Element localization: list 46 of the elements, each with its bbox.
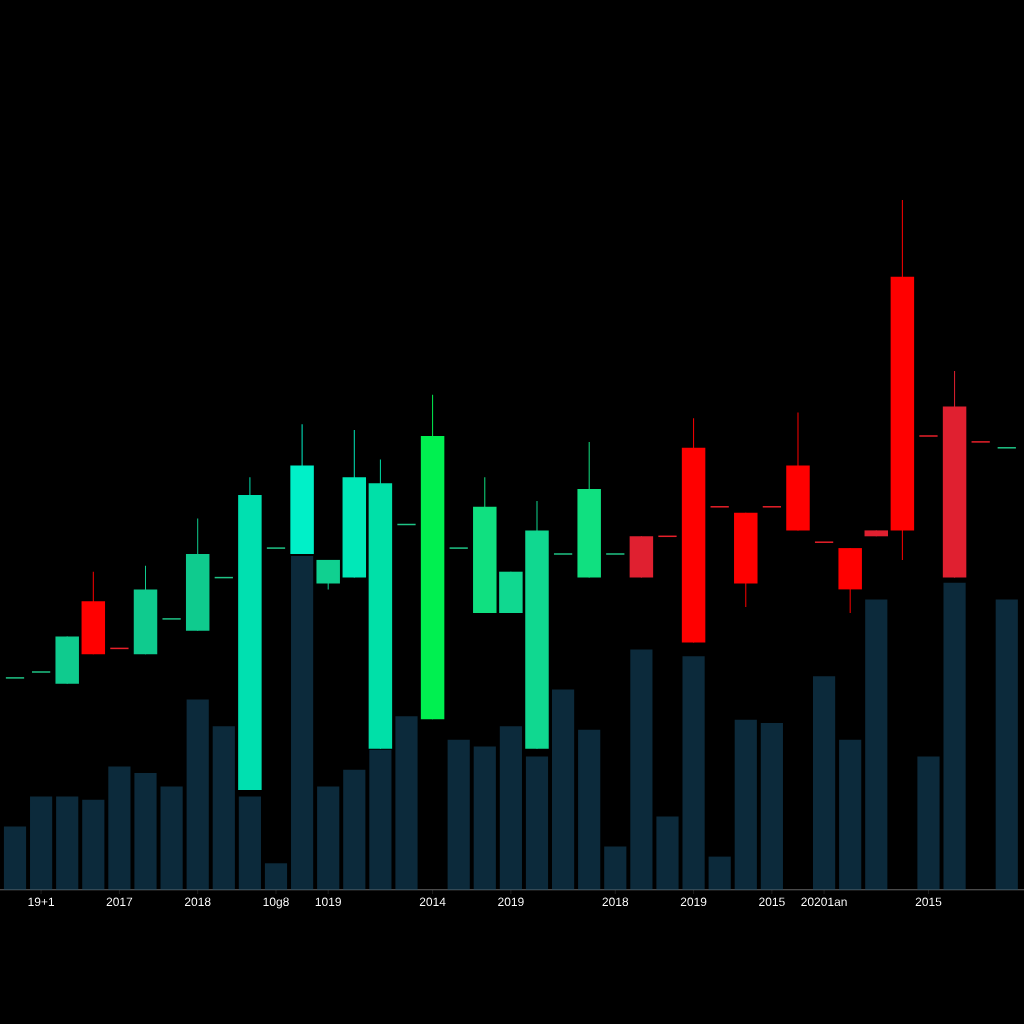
bar [238,796,261,890]
bar [30,796,53,890]
x-tick-label: 2015 [915,897,942,907]
bar [682,656,705,890]
bar [212,726,235,890]
bar [473,746,496,890]
bar [917,756,940,890]
bar [630,649,653,890]
bar [578,729,601,890]
bar [943,582,966,890]
bar [604,846,627,890]
bar [134,773,157,890]
bar [160,786,183,890]
bar [82,799,105,890]
x-tick-label: 2019 [498,897,524,907]
x-tick-label: 2019 [680,897,707,907]
bar [499,726,522,890]
bar [3,826,27,890]
bar [447,739,470,890]
x-tick-label: 10g8 [263,897,289,909]
bar [865,599,888,890]
bar [995,599,1018,890]
bar [343,769,366,890]
bar [186,699,209,890]
x-tick-label: 2014 [419,897,446,907]
bar [317,786,340,890]
x-tick-label: 20201an [801,897,847,907]
x-tick-label: 19+1 [28,897,55,907]
bar [525,756,549,890]
bar [395,716,418,890]
x-tick-label: 2018 [184,897,211,907]
bar [812,676,836,890]
bar [108,766,131,890]
bar [708,856,731,890]
x-tick-label: 2015 [759,897,785,907]
bar [760,723,783,890]
bar [551,689,575,890]
bar [734,719,757,890]
x-tick-label: 1019 [315,897,341,907]
bar [56,796,79,890]
bar [264,863,288,890]
x-tick-label: 2018 [602,897,629,907]
bar [656,816,679,890]
x-tick-label: 2017 [106,897,133,907]
bar [839,739,862,890]
candlestick [316,559,340,590]
